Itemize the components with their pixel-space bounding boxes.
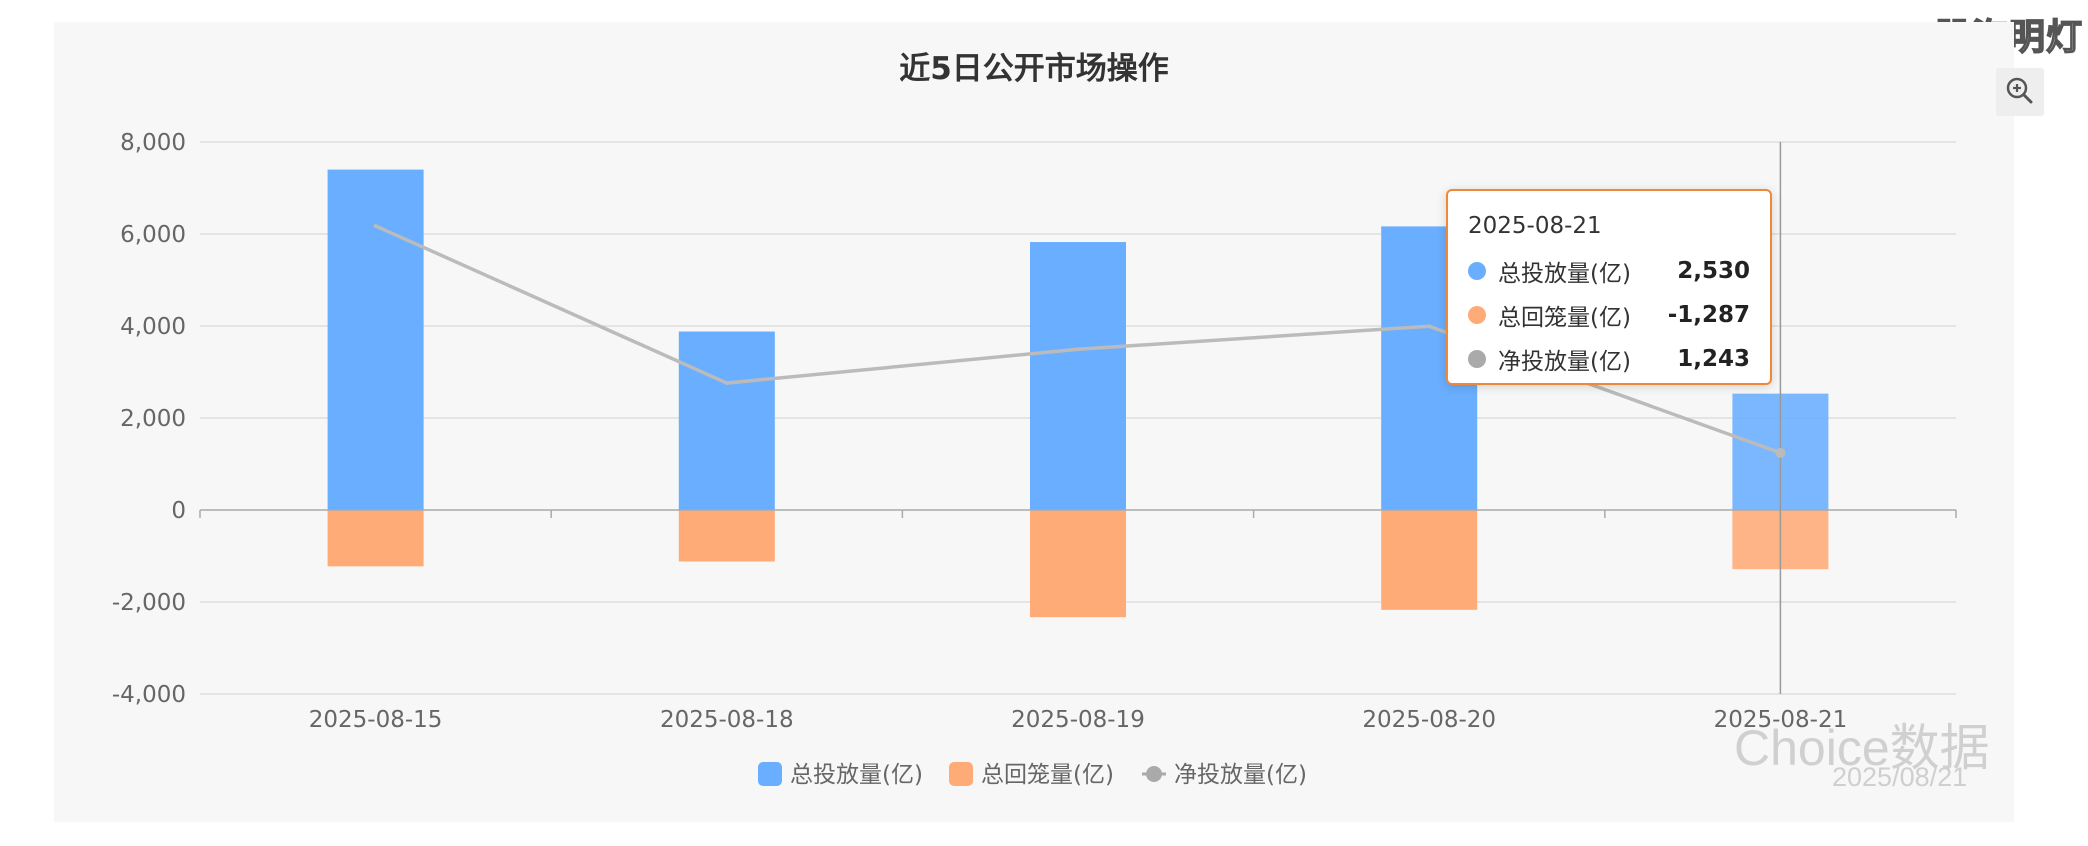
x-tick-label: 2025-08-21 [1714,707,1848,733]
watermark-date: 2025/08/21 [1832,762,1968,792]
y-tick-label: 2,000 [120,406,186,432]
y-tick-label: 0 [171,498,186,524]
legend-item-0[interactable]: 总投放量(亿) [758,762,923,788]
tooltip-row-net: 净投放量(亿) 1,243 [1468,337,1750,381]
legend-swatch [949,762,973,786]
tooltip-row-issuance: 总投放量(亿) 2,530 [1468,249,1750,293]
tooltip: 2025-08-21 总投放量(亿) 2,530 总回笼量(亿) -1,287 … [1446,189,1772,385]
point-net-2025-08-20[interactable] [1427,324,1432,329]
bar-withdrawal-2025-08-18[interactable] [678,510,775,562]
tooltip-row-withdrawal: 总回笼量(亿) -1,287 [1468,293,1750,337]
zoom-in-icon [2006,77,2033,104]
y-tick-label: -2,000 [112,590,186,616]
x-tick-label: 2025-08-15 [309,707,443,733]
bar-issuance-2025-08-19[interactable] [1030,242,1126,511]
bar-withdrawal-2025-08-15[interactable] [327,510,424,567]
y-tick-label: 6,000 [120,222,186,248]
tooltip-label: 总回笼量(亿) [1498,305,1631,331]
legend-swatch [1146,766,1162,782]
chart-title: 近5日公开市场操作 [899,51,1169,87]
point-net-2025-08-21[interactable] [1775,447,1786,458]
x-tick-label: 2025-08-18 [660,707,794,733]
legend-swatch [758,762,782,786]
y-tick-label: 8,000 [120,130,186,156]
tooltip-dot-net [1468,350,1486,368]
x-tick-label: 2025-08-20 [1362,707,1496,733]
tooltip-value: 1,243 [1677,346,1750,372]
legend-label: 总回笼量(亿) [981,762,1114,788]
tooltip-dot-withdrawal [1468,306,1486,324]
zoom-button[interactable] [1996,68,2044,116]
chart-panel: 近5日公开市场操作 8,000 6,000 4,000 2,000 0 -2,000 -4,… [54,22,2044,822]
x-tick-label: 2025-08-19 [1011,707,1145,733]
y-tick-label: -4,000 [112,682,186,708]
legend-item-2[interactable]: 净投放量(亿) [1142,762,1307,788]
legend-item-1[interactable]: 总回笼量(亿) [949,762,1114,788]
bar-withdrawal-2025-08-20[interactable] [1381,510,1478,610]
tooltip-value: -1,287 [1667,302,1750,328]
point-net-2025-08-19[interactable] [1076,347,1080,352]
legend-label: 净投放量(亿) [1174,762,1307,788]
legend-label: 总投放量(亿) [790,762,923,788]
tooltip-label: 总投放量(亿) [1498,261,1631,287]
bar-issuance-2025-08-15[interactable] [327,169,424,510]
bar-issuance-2025-08-18[interactable] [678,331,775,510]
tooltip-label: 净投放量(亿) [1498,349,1631,375]
tooltip-dot-issuance [1468,262,1486,280]
chart-svg: 近5日公开市场操作 8,000 6,000 4,000 2,000 0 -2,000 -4,… [112,51,1957,788]
point-net-2025-08-18[interactable] [724,381,729,386]
tooltip-date: 2025-08-21 [1468,213,1602,239]
y-tick-label: 4,000 [120,314,186,340]
bar-withdrawal-2025-08-19[interactable] [1030,510,1126,618]
point-net-2025-08-15[interactable] [373,223,378,228]
watermark-name: Choice数据 [1734,720,1990,776]
tooltip-value: 2,530 [1677,258,1750,284]
legend: 总投放量(亿) 总回笼量(亿) 净投放量(亿) [758,762,1307,788]
